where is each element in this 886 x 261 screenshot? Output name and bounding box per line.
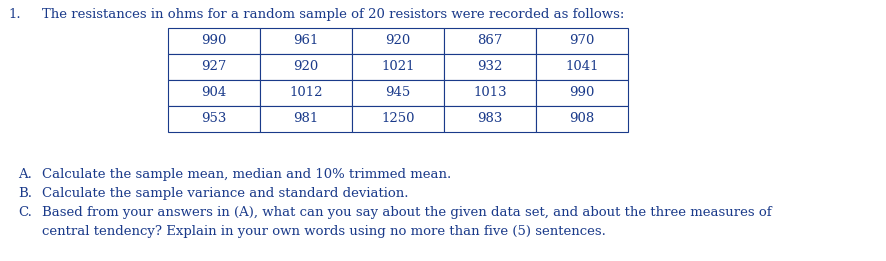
Text: A.: A. xyxy=(18,168,32,181)
Text: 1013: 1013 xyxy=(473,86,507,99)
Bar xyxy=(260,106,352,132)
Text: C.: C. xyxy=(18,206,32,219)
Text: 908: 908 xyxy=(570,112,595,126)
Bar xyxy=(352,80,444,106)
Bar xyxy=(260,80,352,106)
Text: 990: 990 xyxy=(201,34,227,48)
Text: 1250: 1250 xyxy=(381,112,415,126)
Text: 920: 920 xyxy=(385,34,410,48)
Text: 953: 953 xyxy=(201,112,227,126)
Bar xyxy=(352,54,444,80)
Bar xyxy=(536,80,628,106)
Text: Based from your answers in (A), what can you say about the given data set, and a: Based from your answers in (A), what can… xyxy=(42,206,772,219)
Bar xyxy=(536,106,628,132)
Text: The resistances in ohms for a random sample of 20 resistors were recorded as fol: The resistances in ohms for a random sam… xyxy=(42,8,625,21)
Text: 1012: 1012 xyxy=(289,86,323,99)
Text: 867: 867 xyxy=(478,34,502,48)
Bar xyxy=(352,106,444,132)
Text: Calculate the sample mean, median and 10% trimmed mean.: Calculate the sample mean, median and 10… xyxy=(42,168,451,181)
Text: 961: 961 xyxy=(293,34,319,48)
Bar xyxy=(444,80,536,106)
Text: 904: 904 xyxy=(201,86,227,99)
Bar xyxy=(536,54,628,80)
Text: 990: 990 xyxy=(570,86,595,99)
Text: 1041: 1041 xyxy=(565,61,599,74)
Bar xyxy=(260,54,352,80)
Text: 945: 945 xyxy=(385,86,410,99)
Text: 970: 970 xyxy=(570,34,595,48)
Text: 932: 932 xyxy=(478,61,502,74)
Text: B.: B. xyxy=(18,187,32,200)
Text: 920: 920 xyxy=(293,61,319,74)
Bar xyxy=(444,54,536,80)
Bar xyxy=(260,28,352,54)
Text: 983: 983 xyxy=(478,112,502,126)
Bar xyxy=(536,28,628,54)
Bar xyxy=(168,106,260,132)
Bar xyxy=(444,106,536,132)
Bar xyxy=(444,28,536,54)
Text: 1021: 1021 xyxy=(381,61,415,74)
Bar xyxy=(168,54,260,80)
Bar xyxy=(168,80,260,106)
Text: 1.: 1. xyxy=(8,8,20,21)
Text: Calculate the sample variance and standard deviation.: Calculate the sample variance and standa… xyxy=(42,187,408,200)
Text: 981: 981 xyxy=(293,112,319,126)
Bar xyxy=(168,28,260,54)
Text: central tendency? Explain in your own words using no more than five (5) sentence: central tendency? Explain in your own wo… xyxy=(42,225,606,238)
Text: 927: 927 xyxy=(201,61,227,74)
Bar xyxy=(352,28,444,54)
